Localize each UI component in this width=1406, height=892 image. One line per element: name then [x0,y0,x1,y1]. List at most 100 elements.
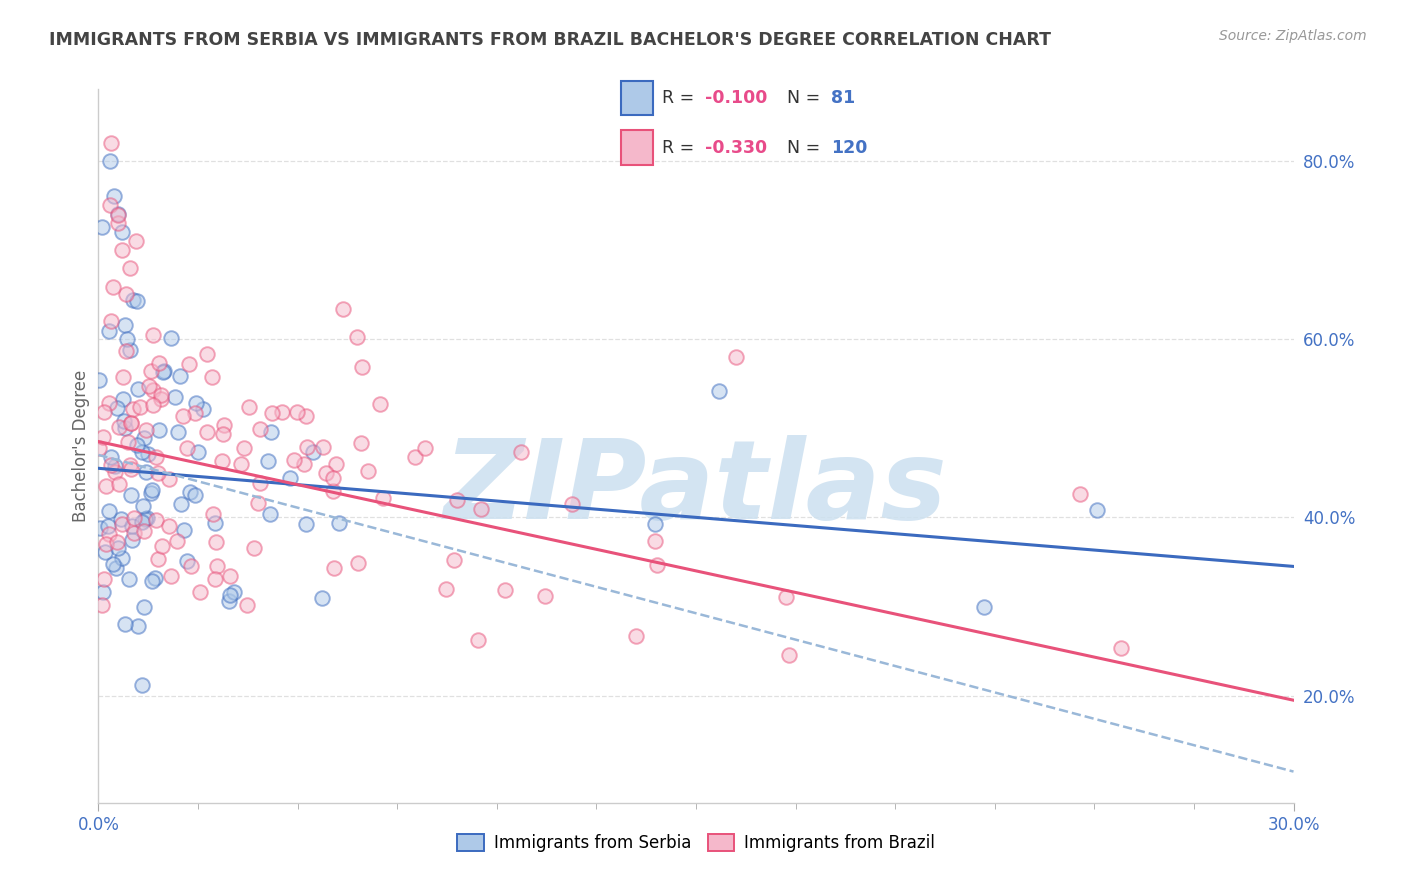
Point [232,441,254,455]
Text: R =: R = [662,139,700,157]
Point [184,396,207,410]
Point [111,370,134,384]
Point [188,585,211,599]
Point [973,599,995,614]
Point [180,558,202,573]
Point [101,558,124,572]
Point [94,537,117,551]
Point [111,392,134,407]
Point [561,497,583,511]
Point [368,397,391,411]
Point [311,591,333,606]
Point [302,445,325,459]
Point [219,588,242,602]
Text: N =: N = [787,139,825,157]
Text: IMMIGRANTS FROM SERBIA VS IMMIGRANTS FROM BRAZIL BACHELOR'S DEGREE CORRELATION C: IMMIGRANTS FROM SERBIA VS IMMIGRANTS FRO… [49,31,1052,49]
Point [115,344,138,359]
Point [103,279,125,293]
Point [195,425,218,440]
Point [347,556,370,570]
Point [176,441,198,455]
Point [434,582,457,596]
Point [115,287,138,301]
Point [153,364,176,378]
Point [89,442,111,456]
Point [624,629,647,643]
Bar [621,80,652,115]
Point [260,425,283,439]
Point [236,598,259,612]
Point [160,569,183,583]
Point [195,347,218,361]
Point [110,550,132,565]
Point [98,324,121,338]
Point [371,491,394,505]
Point [114,420,136,434]
Point [104,561,127,575]
Point [328,516,350,531]
Point [323,561,346,575]
Point [125,294,148,309]
Point [141,574,163,589]
Point [131,678,153,692]
Point [645,558,668,572]
Point [292,457,315,471]
Point [110,512,132,526]
Point [117,572,139,586]
Bar [621,130,652,165]
Point [184,488,207,502]
Point [91,219,114,234]
Point [134,512,156,526]
Point [350,436,373,450]
Point [107,216,129,230]
Point [146,467,169,481]
Point [120,417,142,431]
Point [205,535,228,549]
Point [134,599,156,614]
Point [122,401,145,416]
Point [218,568,240,582]
Point [122,511,145,525]
Point [112,414,135,428]
Point [443,552,465,566]
Point [93,572,115,586]
Point [271,405,294,419]
Point [322,484,344,499]
Point [204,572,226,586]
Point [1069,487,1091,501]
Text: R =: R = [662,88,700,106]
Point [283,453,305,467]
Point [295,409,318,424]
Point [204,516,226,531]
Point [243,541,266,555]
Point [111,243,134,257]
Point [259,507,281,521]
Point [332,301,354,316]
Point [139,364,162,378]
Point [159,331,181,345]
Point [148,423,170,437]
Point [145,513,167,527]
Point [287,405,309,419]
Point [107,207,129,221]
Point [104,459,127,474]
Point [121,293,143,307]
Point [90,598,112,612]
Point [100,136,122,150]
Text: 81: 81 [831,88,856,106]
Point [218,594,240,608]
Point [111,225,134,239]
Point [94,479,117,493]
Y-axis label: Bachelor's Degree: Bachelor's Degree [72,370,90,522]
Point [357,464,380,478]
Point [534,589,557,603]
Point [166,534,188,549]
Point [148,356,170,370]
Point [131,445,153,459]
Point [231,457,253,471]
Point [249,422,271,436]
Point [157,472,180,486]
Point [121,533,143,548]
Point [142,327,165,342]
Point [132,524,155,538]
